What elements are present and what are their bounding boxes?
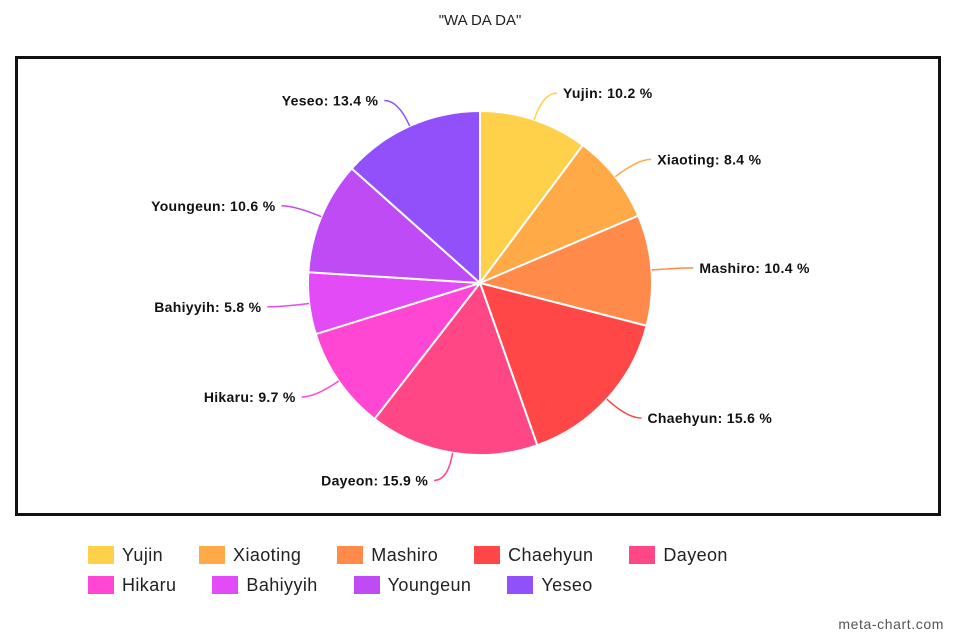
pie-slice-youngeun[interactable] — [307, 167, 483, 285]
pie-slice-yujin[interactable] — [479, 109, 585, 287]
chart-title: "WA DA DA" — [438, 12, 522, 29]
leader-line-yujin — [533, 92, 558, 120]
legend-item-yujin[interactable]: Yujin — [88, 545, 163, 565]
legend-label: Chaehyun — [508, 544, 594, 565]
legend-label: Bahiyyih — [246, 574, 318, 595]
pie-slice-dayeon[interactable] — [373, 280, 539, 456]
legend-label: Hikaru — [122, 574, 177, 595]
legend-label: Xiaoting — [233, 544, 302, 565]
leader-line-mashiro — [651, 267, 694, 271]
legend-swatch — [199, 546, 226, 564]
legend-item-yeseo[interactable]: Yeseo — [507, 575, 592, 595]
leader-line-yeseo — [384, 99, 411, 127]
legend-item-hikaru[interactable]: Hikaru — [88, 575, 176, 595]
legend-item-dayeon[interactable]: Dayeon — [629, 545, 727, 565]
legend-swatch — [353, 576, 380, 594]
legend-label: Yujin — [122, 544, 164, 565]
legend-swatch — [337, 546, 364, 564]
leader-line-hikaru — [301, 380, 340, 398]
data-label-mashiro: Mashiro: 10.4 % — [699, 260, 810, 276]
legend-item-chaehyun[interactable]: Chaehyun — [474, 545, 593, 565]
legend-item-bahiyyih[interactable]: Bahiyyih — [212, 575, 317, 595]
legend-label: Mashiro — [371, 544, 439, 565]
legend-swatch — [474, 546, 501, 564]
data-label-chaehyun: Chaehyun: 15.6 % — [648, 410, 773, 426]
leader-line-chaehyun — [606, 398, 642, 419]
legend-swatch — [629, 546, 656, 564]
data-label-yeseo: Yeseo: 13.4 % — [282, 92, 379, 108]
legend-item-youngeun[interactable]: Youngeun — [353, 574, 472, 595]
plot-area: Yujin: 10.2 % Xiaoting: 8.4 % Mashiro: 10.… — [15, 56, 941, 516]
data-label-youngeun: Youngeun: 10.6 % — [151, 198, 276, 214]
legend-label: Dayeon — [663, 544, 728, 565]
pie-chart: Yujin: 10.2 % Xiaoting: 8.4 % Mashiro: 10.… — [151, 85, 810, 488]
leader-line-bahiyyih — [267, 302, 310, 308]
leader-line-dayeon — [434, 452, 454, 482]
data-label-hikaru: Hikaru: 9.7 % — [204, 389, 296, 405]
data-label-bahiyyih: Bahiyyih: 5.8 % — [154, 299, 261, 315]
data-label-xiaoting: Xiaoting: 8.4 % — [657, 151, 761, 167]
pie-slice-xiaoting[interactable] — [476, 143, 640, 286]
watermark-text: meta-chart.com — [838, 616, 944, 632]
legend-item-xiaoting[interactable]: Xiaoting — [199, 545, 301, 565]
pie-slice-chaehyun[interactable] — [478, 281, 648, 447]
legend-swatch — [507, 576, 534, 594]
leader-line-xiaoting — [614, 158, 652, 178]
legend-swatch — [88, 546, 114, 564]
pie-slice-mashiro[interactable] — [476, 214, 653, 327]
data-label-dayeon: Dayeon: 15.9 % — [321, 472, 428, 488]
legend-swatch — [212, 576, 239, 594]
leader-line-youngeun — [281, 205, 322, 218]
legend-item-mashiro[interactable]: Mashiro — [337, 545, 438, 565]
legend-label: Yeseo — [541, 574, 593, 595]
legend-swatch — [88, 576, 114, 594]
data-label-yujin: Yujin: 10.2 % — [563, 85, 653, 101]
legend-label: Youngeun — [387, 574, 472, 595]
legend: Yujin Xiaoting Mashiro Chaehyun Dayeon Hikaru… — [88, 545, 888, 595]
